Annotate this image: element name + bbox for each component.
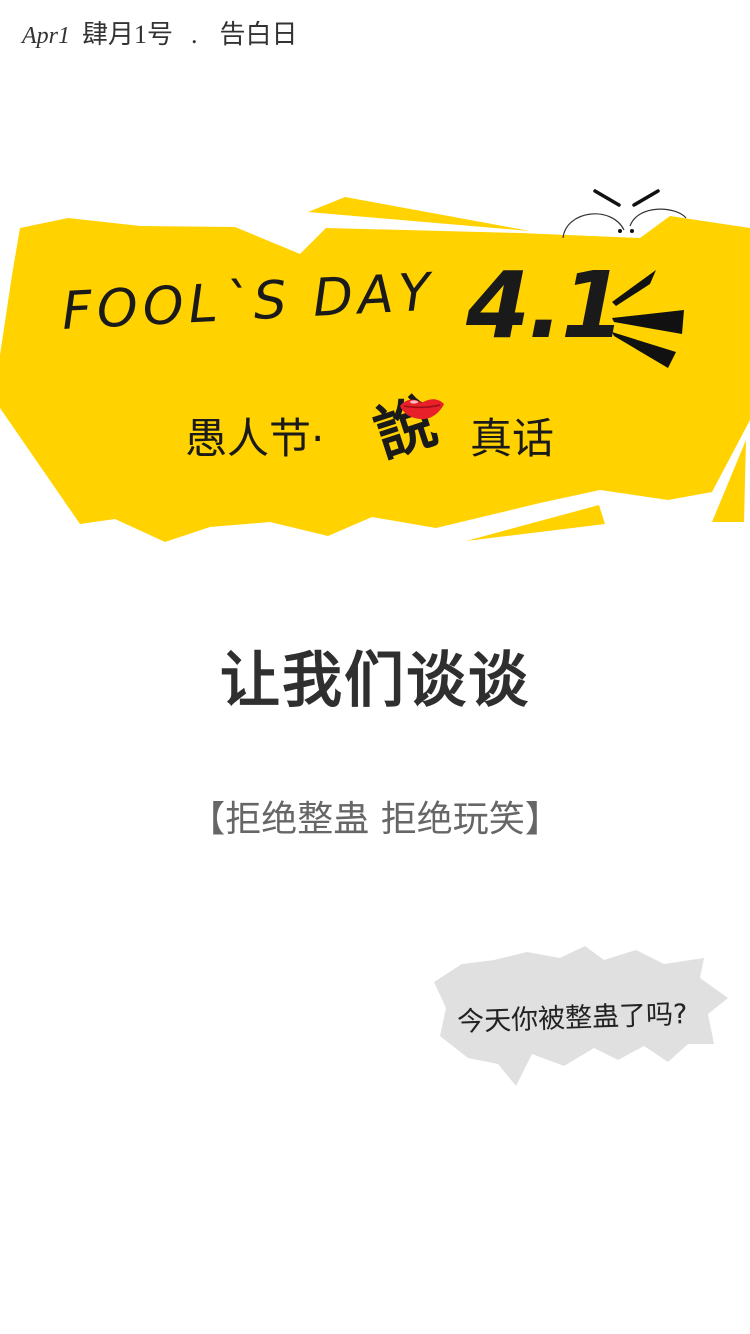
date-text: 肆月1号 bbox=[82, 20, 174, 49]
speech-burst-bubble bbox=[434, 946, 728, 1086]
lips-icon bbox=[400, 399, 444, 420]
banner-bottom-sliver bbox=[466, 505, 605, 541]
peeking-eyes-icon bbox=[562, 189, 687, 239]
banner-subtitle-left: 愚人节· bbox=[185, 414, 325, 463]
separator: . bbox=[191, 20, 198, 49]
month-abbr: Apr1 bbox=[22, 23, 70, 49]
speech-bubble-text: 今天你被整蛊了吗? bbox=[456, 998, 688, 1039]
banner-graphic bbox=[0, 189, 750, 542]
banner-date: 4.1 bbox=[466, 252, 625, 359]
day-name: 告白日 bbox=[219, 20, 298, 49]
header-date-line: Apr1 肆月1号. 告白日 bbox=[22, 14, 298, 51]
banner-right-sliver bbox=[712, 440, 746, 522]
page-tagline: 【拒绝整蛊 拒绝玩笑】 bbox=[189, 799, 561, 840]
banner-subtitle-right: 真话 bbox=[470, 414, 555, 463]
page-headline: 让我们谈谈 bbox=[220, 646, 530, 716]
banner-top-sliver bbox=[308, 197, 530, 231]
burst-lines-icon bbox=[612, 270, 684, 368]
banner-yellow-shape bbox=[0, 216, 750, 542]
